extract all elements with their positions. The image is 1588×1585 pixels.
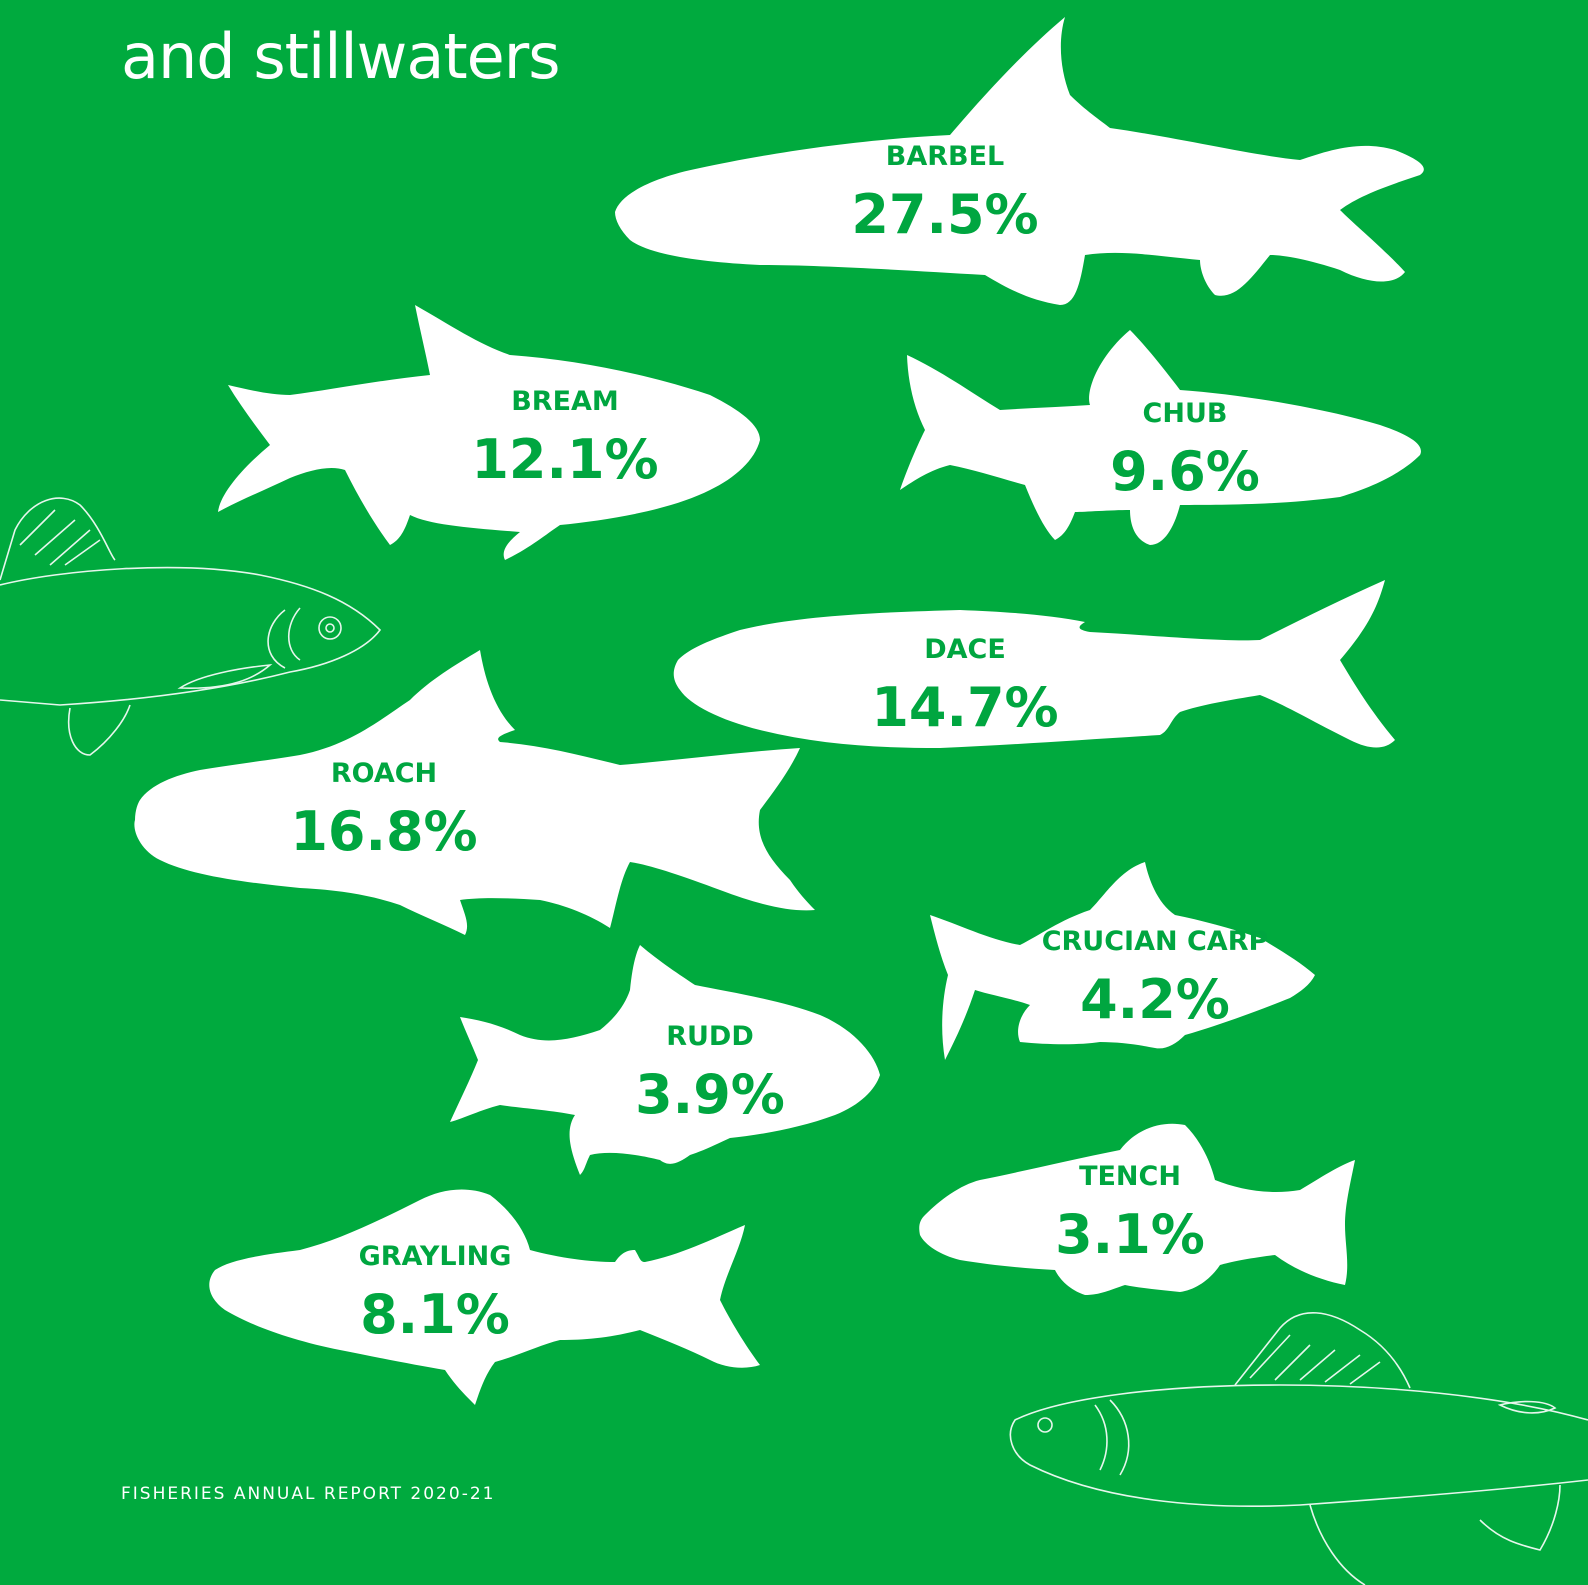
- rudd-fish-icon: [450, 945, 880, 1175]
- roach-fish-icon: [134, 650, 816, 935]
- dace-fish-icon: [673, 580, 1395, 748]
- rudd-label: RUDD: [666, 1021, 754, 1052]
- tench-fish-icon: [919, 1123, 1355, 1295]
- grayling-value-label: 8.1%: [360, 1283, 510, 1346]
- crucian-carp-fish-icon: [930, 862, 1315, 1060]
- dace-label: DACE: [924, 634, 1006, 665]
- report-footer: FISHERIES ANNUAL REPORT 2020-21: [121, 1484, 496, 1504]
- bream-value-label: 12.1%: [471, 428, 658, 491]
- rudd-value-label: 3.9%: [635, 1063, 785, 1126]
- dace-value-label: 14.7%: [871, 676, 1058, 739]
- grayling-label: GRAYLING: [359, 1241, 512, 1272]
- chub-fish-icon: [900, 330, 1421, 545]
- outline-fish-left-icon: [0, 497, 382, 756]
- barbel-value-label: 27.5%: [851, 183, 1038, 246]
- fish-silhouettes: [134, 17, 1424, 1405]
- bream-fish-icon: [218, 305, 760, 560]
- roach-value-label: 16.8%: [290, 800, 477, 863]
- tench-value-label: 3.1%: [1055, 1203, 1205, 1266]
- outline-fish-right-icon: [1009, 1312, 1588, 1585]
- chub-label: CHUB: [1143, 398, 1228, 429]
- crucian-carp-label: CRUCIAN CARP: [1042, 926, 1269, 957]
- fish-labels: BARBEL 27.5% BREAM 12.1% CHUB 9.6% DACE 14.7% RO…: [290, 141, 1268, 1346]
- chub-value-label: 9.6%: [1110, 440, 1260, 503]
- roach-label: ROACH: [331, 758, 437, 789]
- page-heading: and stillwaters: [121, 20, 561, 93]
- barbel-fish-icon: [615, 17, 1424, 305]
- grayling-fish-icon: [209, 1189, 760, 1405]
- crucian-carp-value-label: 4.2%: [1080, 968, 1230, 1031]
- barbel-label: BARBEL: [886, 141, 1005, 172]
- bream-label: BREAM: [511, 386, 619, 417]
- tench-label: TENCH: [1079, 1161, 1181, 1192]
